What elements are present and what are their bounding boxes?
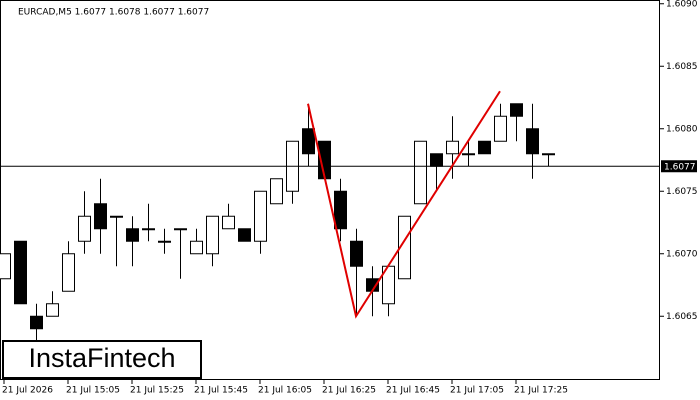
y-tick-label: 1.6090 [666,0,698,9]
logo-box [2,340,202,379]
candle-body [94,203,107,230]
chart-title: EURCAD,M5 1.6077 1.6078 1.6077 1.6077 [18,8,209,18]
candle-body [462,153,475,156]
candle-body [414,140,427,205]
candle-body [478,140,491,155]
x-tick-label: 21 Jul 2026 [2,386,53,396]
candle-body [254,190,267,242]
x-tick-label: 21 Jul 15:05 [66,386,120,396]
x-tick-label: 21 Jul 15:25 [130,386,184,396]
x-tick-label: 21 Jul 16:45 [386,386,440,396]
candle-body [174,228,187,231]
plot-frame [0,0,660,380]
candle-body [350,240,363,267]
candle-body [334,190,347,230]
pattern-line [307,90,501,319]
candle-body [0,253,11,280]
candle-body [158,240,171,243]
x-tick-label: 21 Jul 17:05 [450,386,504,396]
y-tick-label: 1.6085 [666,62,698,72]
candle-body [430,153,443,167]
candle-body [78,215,91,242]
candle-body [238,228,251,242]
candle-body [110,215,123,218]
candle-body [142,228,155,231]
y-tick-label: 1.6075 [666,187,698,197]
candle-body [398,215,411,280]
logo: InstaFintech [28,343,175,373]
x-tick-label: 21 Jul 15:45 [194,386,248,396]
candle-body [62,253,75,292]
y-tick-label: 1.6080 [666,124,698,134]
last-price-label: 1.6077 [664,162,696,172]
x-tick-label: 21 Jul 16:25 [322,386,376,396]
candle-body [542,153,555,156]
candle-body [190,240,203,255]
candle-body [270,178,283,205]
x-tick-label: 21 Jul 17:25 [514,386,568,396]
candle-body [126,228,139,242]
candle-body [494,115,507,142]
candle-body [206,215,219,255]
candle-body [446,140,459,155]
candle-body [30,315,43,330]
last-price-box [661,160,697,173]
y-tick-label: 1.6070 [666,249,698,259]
candle-body [526,128,539,155]
plot [0,103,555,342]
y-tick-label: 1.6065 [666,312,698,322]
candle-body [302,128,315,155]
candle-body [14,240,27,305]
candle-body [510,103,523,117]
x-tick-label: 21 Jul 16:05 [258,386,312,396]
candle-body [222,215,235,230]
candle-body [46,303,59,317]
